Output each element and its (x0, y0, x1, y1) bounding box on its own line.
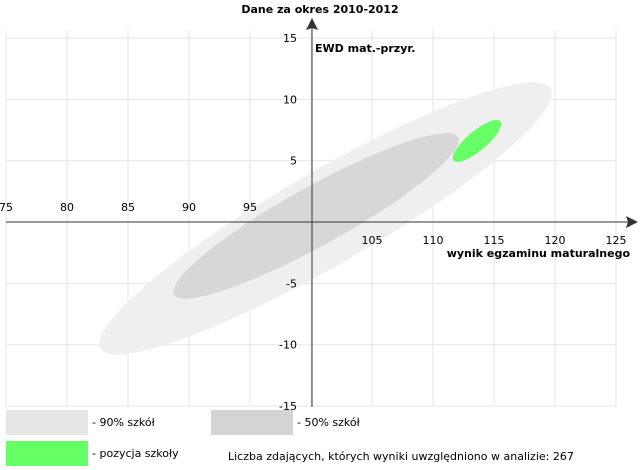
x-axis-label: wynik egzaminu maturalnego (447, 247, 631, 260)
y-tick-label: 10 (283, 93, 297, 106)
x-tick-label: 80 (60, 201, 74, 214)
y-tick-label: -5 (286, 277, 297, 290)
x-tick-label: 90 (182, 201, 196, 214)
x-tick-label: 95 (243, 201, 257, 214)
x-tick-label: 125 (606, 234, 627, 247)
grid (5, 29, 617, 407)
x-tick-label: 120 (545, 234, 566, 247)
legend: - 90% szkół - 50% szkół - pozycja szkoły (6, 410, 361, 466)
y-tick-label: -10 (279, 339, 297, 352)
y-tick-label: 15 (283, 32, 297, 45)
y-tick-label: -15 (279, 400, 297, 413)
x-tick-label: 110 (423, 234, 444, 247)
y-axis-arrow (306, 18, 318, 30)
x-tick-label: 115 (484, 234, 505, 247)
legend-swatch-50 (211, 410, 293, 435)
x-tick-label: 75 (0, 201, 13, 214)
legend-label-90: - 90% szkół (92, 416, 156, 429)
x-tick-label: 85 (121, 201, 135, 214)
x-axis-arrow (626, 216, 638, 228)
axes (6, 18, 638, 407)
y-tick-label: 5 (290, 155, 297, 168)
legend-swatch-school (6, 441, 88, 466)
region-ellipse-50 (173, 133, 459, 299)
school-position-ellipse (452, 120, 502, 163)
analysis-note: Liczba zdających, których wyniki uwzględ… (228, 450, 574, 463)
y-axis-label: EWD mat.-przyr. (315, 42, 415, 55)
legend-label-50: - 50% szkół (297, 416, 361, 429)
regions (99, 82, 552, 355)
legend-swatch-90 (6, 410, 88, 435)
x-tick-label: 105 (362, 234, 383, 247)
chart-title: Dane za okres 2010-2012 (241, 3, 398, 16)
legend-label-school: - pozycja szkoły (92, 447, 179, 460)
